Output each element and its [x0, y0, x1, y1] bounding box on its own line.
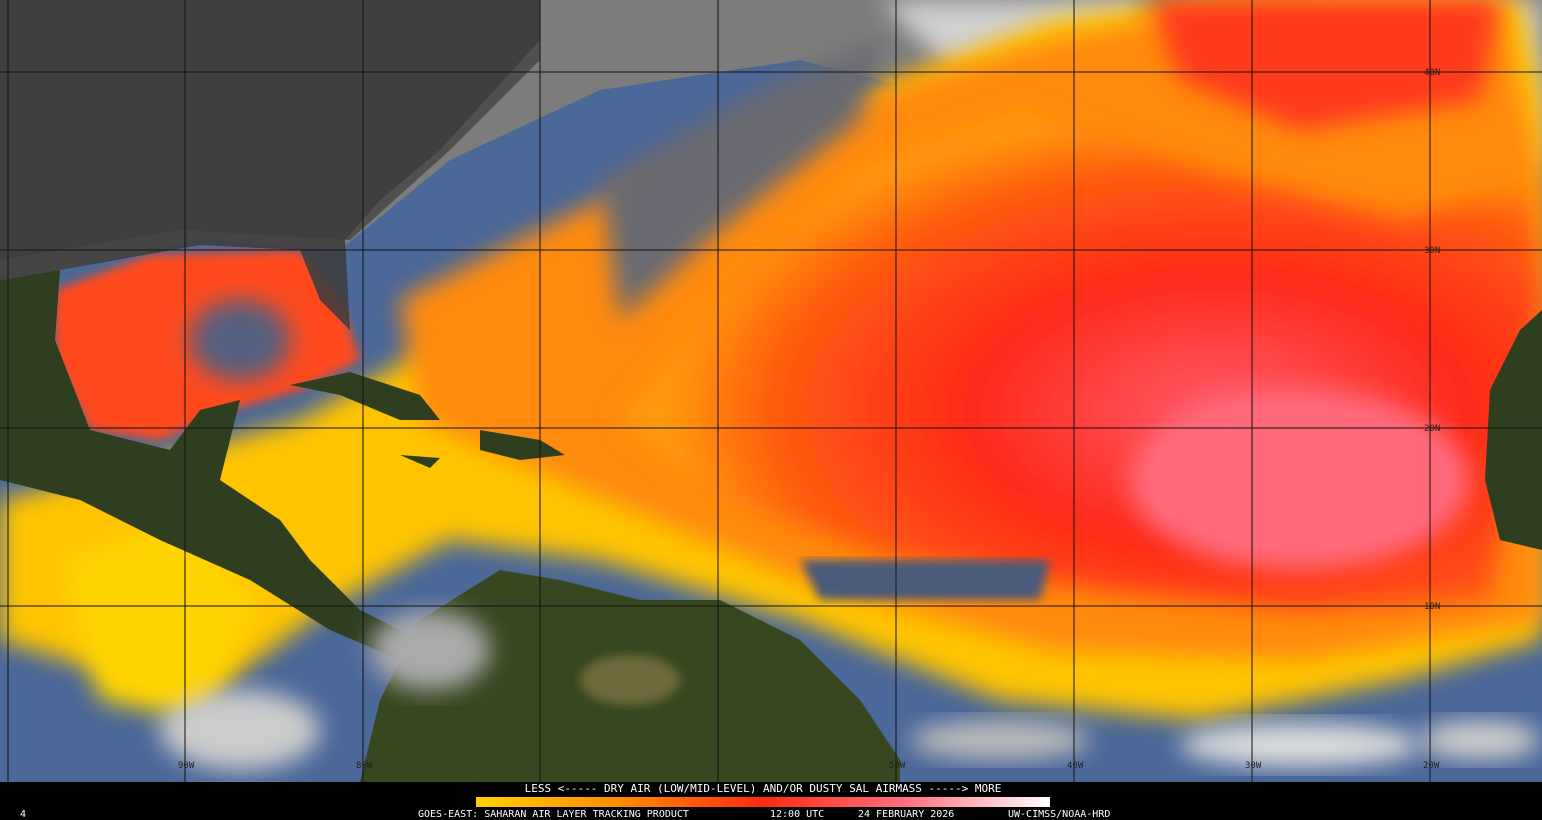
lon-label: 40W — [1067, 761, 1084, 771]
imagery — [0, 0, 1542, 782]
frame-number: 4 — [20, 809, 26, 820]
lat-label: 30N — [1424, 246, 1440, 256]
lon-label: 20W — [1423, 761, 1440, 771]
lon-label: 80W — [356, 761, 373, 771]
longitude-labels: 90W 80W 50W 40W 30W 20W — [178, 761, 1440, 771]
lon-label: 30W — [1245, 761, 1262, 771]
lat-label: 20N — [1424, 424, 1440, 434]
product-name: GOES-EAST: SAHARAN AIR LAYER TRACKING PR… — [418, 809, 689, 820]
color-bar — [476, 797, 1050, 807]
time: 12:00 UTC — [770, 809, 824, 820]
latitude-labels: 40N 30N 20N 10N — [1424, 68, 1440, 612]
date: 24 FEBRUARY 2026 — [858, 809, 954, 820]
lat-label: 40N — [1424, 68, 1440, 78]
legend-caption: LESS <----- DRY AIR (LOW/MID-LEVEL) AND/… — [525, 782, 1002, 795]
lon-label: 90W — [178, 761, 195, 771]
credit: UW-CIMSS/NOAA-HRD — [1008, 809, 1110, 820]
graticule — [0, 0, 1542, 782]
lat-label: 10N — [1424, 602, 1440, 612]
lon-label: 50W — [889, 761, 906, 771]
